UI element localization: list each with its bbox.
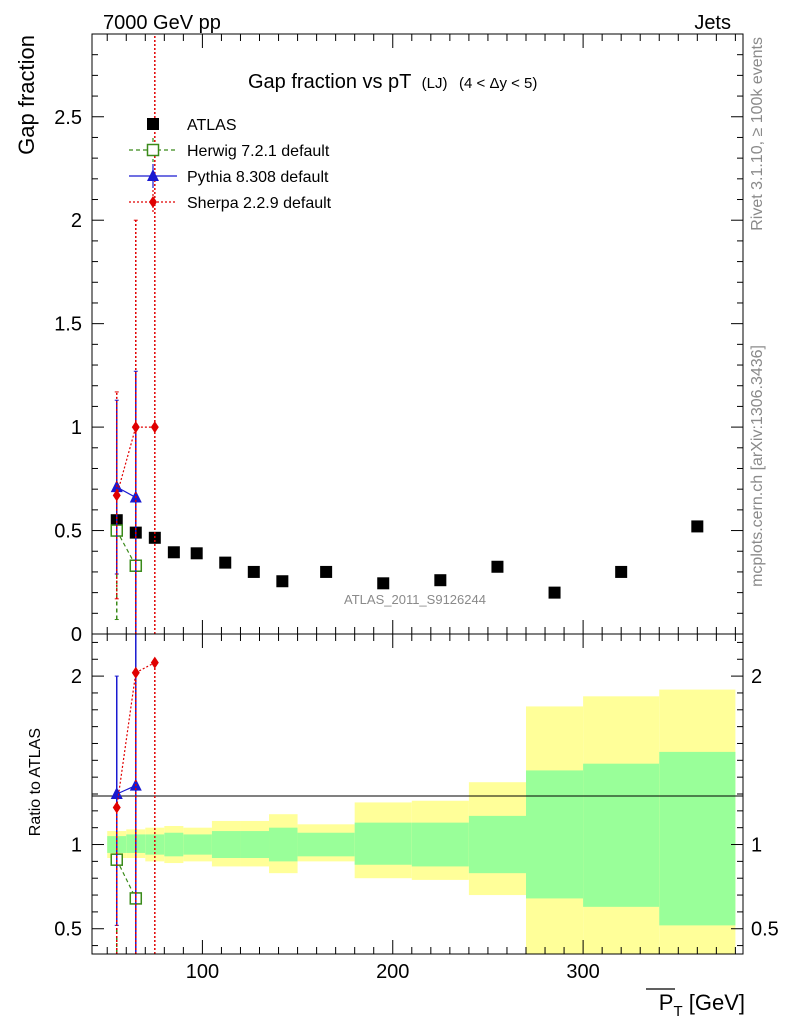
legend-marker: [146, 143, 160, 157]
green-band-bin: [183, 834, 212, 855]
ratio-data-point: [110, 787, 123, 799]
data-series: [110, 34, 704, 955]
legend-entry: Sherpa 2.2.9 default: [129, 190, 332, 214]
main-data-point: [615, 565, 628, 578]
legend: ATLAS Herwig 7.2.1 default Pythia 8.308 de…: [129, 117, 332, 214]
main-y-tick-label: 1.5: [54, 314, 82, 336]
main-y-axis-title: Gap fraction: [14, 35, 39, 155]
main-data-point: [131, 421, 140, 434]
ratio-series-line: [116, 859, 137, 899]
main-y-tick-label: 2.5: [54, 107, 82, 129]
ratio-data-point: [131, 666, 140, 679]
green-band-bin: [269, 827, 298, 862]
ratio-y-tick-label-right: 1: [751, 835, 762, 857]
x-axis-title: PT [GeV]: [659, 990, 745, 1020]
main-data-point: [167, 546, 180, 559]
main-data-point: [377, 577, 390, 590]
main-series-pythia: [110, 370, 142, 634]
green-band-bin: [297, 832, 355, 857]
main-data-point: [320, 565, 333, 578]
chart-title: Gap fraction vs pT (LJ) (4 < Δy < 5): [248, 71, 537, 93]
rivet-label: Rivet 3.1.10, ≥ 100k events: [749, 37, 766, 231]
ratio-y-tick-label: 1: [71, 835, 82, 857]
main-series-sherpa: [112, 34, 159, 634]
green-band-bin: [526, 770, 584, 899]
process-label: Jets: [694, 12, 731, 34]
green-band-bin: [211, 831, 241, 858]
mcplots-label: mcplots.cern.ch [arXiv:1306.3436]: [749, 345, 766, 587]
ratio-data-point: [150, 656, 159, 669]
legend-entry: Pythia 8.308 default: [129, 164, 329, 188]
main-data-point: [491, 560, 504, 573]
green-band-bin: [354, 822, 412, 865]
main-series-atlas: [110, 514, 704, 599]
ratio-plot-frame: [91, 633, 744, 955]
ratio-y-tick-label: 2: [71, 666, 82, 688]
ratio-series-sherpa: [112, 656, 159, 954]
legend-label: ATLAS: [187, 117, 237, 134]
legend-marker: [147, 118, 159, 130]
main-data-point: [112, 489, 121, 502]
main-data-point: [219, 556, 232, 569]
green-band-bin: [411, 822, 469, 867]
main-data-point: [190, 547, 203, 560]
main-data-point: [150, 421, 159, 434]
x-tick-label: 100: [186, 961, 219, 983]
main-y-tick-label: 0: [71, 624, 82, 646]
main-data-point: [434, 574, 447, 587]
ratio-series-herwig: [110, 853, 143, 954]
x-tick-label: 300: [566, 961, 599, 983]
main-data-point: [691, 520, 704, 533]
main-data-point: [276, 575, 289, 588]
analysis-watermark: ATLAS_2011_S9126244: [344, 592, 486, 607]
main-y-tick-label: 0.5: [54, 521, 82, 543]
ratio-y-tick-label: 0.5: [54, 919, 82, 941]
green-band-bin: [240, 831, 270, 858]
ratio-y-tick-label-right: 0.5: [751, 919, 779, 941]
green-band-bin: [583, 763, 660, 907]
ratio-series-pythia: [110, 634, 142, 955]
ratio-uncertainty-bands: [107, 689, 736, 954]
legend-entry: ATLAS: [147, 117, 237, 134]
legend-label: Sherpa 2.2.9 default: [187, 195, 332, 212]
legend-marker: [149, 196, 157, 208]
legend-label: Herwig 7.2.1 default: [187, 143, 330, 160]
legend-entry: Herwig 7.2.1 default: [129, 138, 330, 162]
green-band-bin: [164, 832, 184, 857]
ratio-y-axis-title: Ratio to ATLAS: [27, 728, 44, 836]
x-tick-label: 200: [376, 961, 409, 983]
main-series-herwig: [110, 524, 143, 634]
main-y-tick-label: 1: [71, 417, 82, 439]
main-data-point: [247, 565, 260, 578]
energy-label: 7000 GeV pp: [103, 12, 221, 34]
main-data-point: [548, 586, 561, 599]
axis-ticks: 0 0.5 1 1.5 2 2.5 0.5 0.5 1 1 2 2 100 200 300: [54, 34, 779, 983]
green-band-bin: [468, 815, 526, 874]
legend-marker: [147, 169, 159, 181]
main-y-tick-label: 2: [71, 210, 82, 232]
legend-label: Pythia 8.308 default: [187, 169, 329, 186]
ratio-data-point: [112, 801, 121, 814]
ratio-y-tick-label-right: 2: [751, 666, 762, 688]
green-band-bin: [659, 751, 736, 926]
